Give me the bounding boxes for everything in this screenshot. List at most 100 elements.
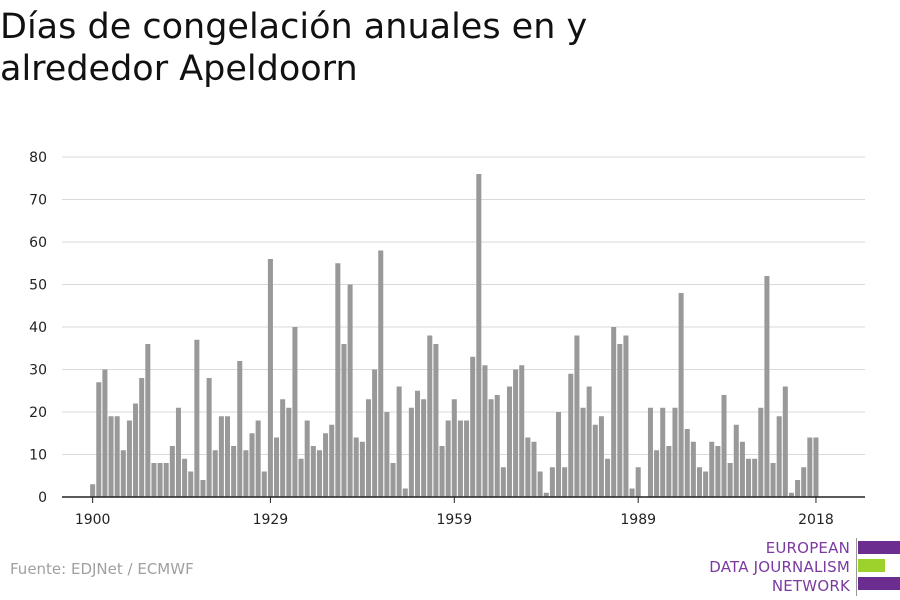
bar-1945 bbox=[365, 399, 372, 497]
bar-2008 bbox=[752, 458, 758, 497]
bar-1916 bbox=[188, 471, 194, 497]
bar-1967 bbox=[500, 467, 506, 497]
bar-1938 bbox=[323, 433, 329, 497]
bar-1904 bbox=[114, 416, 120, 497]
bar-1958 bbox=[445, 420, 451, 497]
bar-1977 bbox=[562, 467, 568, 497]
bar-1937 bbox=[316, 450, 322, 497]
bar-1903 bbox=[108, 416, 114, 497]
bar-1920 bbox=[212, 450, 218, 497]
bar-1913 bbox=[169, 446, 175, 497]
bar-1912 bbox=[163, 463, 169, 497]
logo-bar-bottom bbox=[858, 577, 900, 590]
bar-1910 bbox=[151, 463, 157, 497]
x-tick-label: 1900 bbox=[75, 512, 111, 528]
bar-2016 bbox=[801, 467, 807, 497]
bar-1973 bbox=[537, 471, 543, 497]
bar-1919 bbox=[206, 378, 212, 497]
bar-1957 bbox=[439, 446, 445, 497]
source-note: Fuente: EDJNet / ECMWF bbox=[10, 560, 194, 578]
y-tick-label: 50 bbox=[29, 278, 47, 294]
bar-1952 bbox=[408, 407, 414, 497]
bar-2006 bbox=[739, 441, 745, 497]
bar-1915 bbox=[182, 458, 188, 497]
bar-1972 bbox=[531, 441, 537, 497]
x-axis-labels: 1900 1929 1959 1989 2018 bbox=[75, 512, 834, 528]
x-tick-label: 2018 bbox=[798, 512, 834, 528]
bar-1917 bbox=[194, 339, 200, 497]
logo-bar-middle bbox=[858, 559, 885, 572]
bar-1961 bbox=[464, 420, 470, 497]
bar-2007 bbox=[746, 458, 752, 497]
bar-1942 bbox=[347, 284, 353, 497]
bar-1925 bbox=[243, 450, 249, 497]
bar-1982 bbox=[592, 424, 598, 497]
y-tick-label: 70 bbox=[29, 193, 47, 209]
bar-1932 bbox=[286, 407, 292, 497]
gridlines bbox=[62, 156, 865, 455]
bar-1914 bbox=[175, 407, 181, 497]
bar-2015 bbox=[795, 480, 801, 497]
bar-2017 bbox=[807, 437, 813, 497]
bar-1923 bbox=[231, 446, 237, 497]
bar-2012 bbox=[776, 416, 782, 497]
y-tick-label: 10 bbox=[29, 448, 47, 464]
bar-1988 bbox=[629, 488, 635, 497]
bar-1928 bbox=[261, 471, 267, 497]
bar-1924 bbox=[237, 361, 243, 497]
bar-1981 bbox=[586, 386, 592, 497]
bar-1948 bbox=[384, 412, 390, 497]
bar-1994 bbox=[666, 446, 672, 497]
bar-1930 bbox=[274, 437, 280, 497]
bar-1908 bbox=[139, 378, 145, 497]
bar-1985 bbox=[611, 327, 617, 497]
bar-2009 bbox=[758, 407, 764, 497]
bar-1934 bbox=[298, 458, 304, 497]
bar-1949 bbox=[390, 463, 396, 497]
bars bbox=[90, 174, 819, 497]
bar-1950 bbox=[396, 386, 402, 497]
bar-1931 bbox=[280, 399, 286, 497]
x-axis bbox=[62, 496, 865, 503]
bar-2002 bbox=[715, 446, 721, 497]
logo-separator bbox=[856, 538, 857, 596]
bar-1999 bbox=[696, 467, 703, 497]
bar-2014 bbox=[788, 492, 794, 497]
bar-1984 bbox=[605, 458, 611, 497]
bar-1927 bbox=[255, 420, 261, 497]
bar-2018 bbox=[813, 437, 819, 497]
bar-1976 bbox=[555, 412, 562, 497]
bar-1983 bbox=[598, 416, 604, 497]
bar-1989 bbox=[635, 467, 641, 497]
edjnet-logo: EUROPEAN DATA JOURNALISM NETWORK bbox=[700, 536, 900, 596]
bar-1956 bbox=[433, 344, 439, 497]
y-tick-label: 30 bbox=[29, 363, 47, 379]
bar-1921 bbox=[218, 416, 224, 497]
bar-1911 bbox=[157, 463, 163, 497]
bar-1953 bbox=[415, 390, 421, 497]
bar-1964 bbox=[482, 365, 488, 497]
chart-title: Días de congelación anuales en y alreded… bbox=[0, 7, 588, 89]
bar-1998 bbox=[690, 441, 696, 497]
x-tick-label: 1989 bbox=[620, 512, 656, 528]
bar-1960 bbox=[457, 420, 463, 497]
x-tick-label: 1929 bbox=[253, 512, 289, 528]
bar-1933 bbox=[292, 327, 298, 497]
bar-1922 bbox=[224, 416, 231, 497]
x-tick-label: 1959 bbox=[436, 512, 472, 528]
bar-1995 bbox=[672, 407, 678, 497]
bar-1991 bbox=[647, 407, 653, 497]
bar-1954 bbox=[421, 399, 427, 497]
bar-1979 bbox=[574, 335, 580, 497]
bar-1963 bbox=[476, 174, 482, 497]
bar-1935 bbox=[304, 420, 310, 497]
bar-2000 bbox=[703, 471, 709, 497]
logo-line-1: EUROPEAN bbox=[765, 539, 850, 557]
bar-1971 bbox=[525, 437, 531, 497]
bar-2010 bbox=[764, 276, 770, 497]
bar-2001 bbox=[709, 441, 715, 497]
bar-1992 bbox=[654, 450, 660, 497]
bar-1905 bbox=[120, 450, 126, 497]
bar-1918 bbox=[200, 480, 206, 497]
